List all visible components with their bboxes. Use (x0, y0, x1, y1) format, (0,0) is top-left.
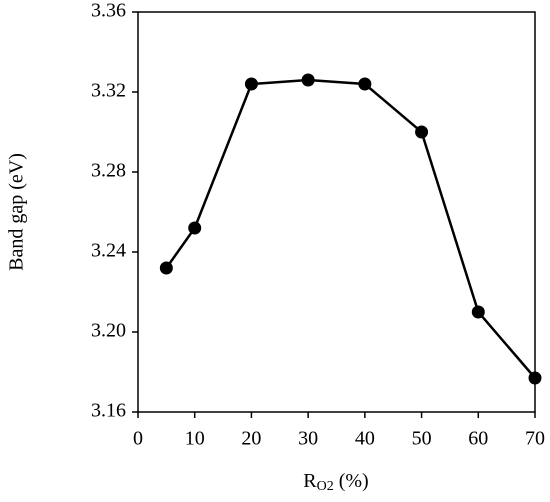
y-axis-label: Band gap (eV) (6, 153, 28, 271)
y-tick-label: 3.24 (91, 240, 126, 262)
x-axis-label-main: R (303, 470, 317, 492)
x-tick-label: 10 (185, 428, 205, 450)
y-tick-label: 3.32 (91, 80, 126, 102)
x-tick-label: 0 (133, 428, 143, 450)
x-axis-label-sub: O2 (317, 479, 334, 494)
data-point (244, 77, 258, 91)
y-tick-label: 3.28 (91, 160, 126, 182)
y-tick-label: 3.20 (91, 320, 126, 342)
x-tick-label: 50 (412, 428, 432, 450)
y-tick-label: 3.36 (91, 0, 126, 22)
data-point (358, 77, 372, 91)
data-point (471, 305, 485, 319)
x-tick-label: 30 (298, 428, 318, 450)
data-point (415, 125, 429, 139)
data-line (165, 78, 536, 379)
y-tick-label: 3.16 (91, 400, 126, 422)
x-axis-label-rest: (%) (334, 470, 369, 492)
x-axis-label: RO2 (%) (303, 470, 368, 495)
x-tick-label: 40 (355, 428, 375, 450)
x-tick-label: 70 (525, 428, 545, 450)
data-point (301, 73, 315, 87)
data-point (528, 371, 542, 385)
data-point (188, 221, 202, 235)
plot-frame (137, 11, 536, 413)
x-tick-label: 60 (468, 428, 488, 450)
data-point (159, 261, 173, 275)
x-tick-label: 20 (241, 428, 261, 450)
